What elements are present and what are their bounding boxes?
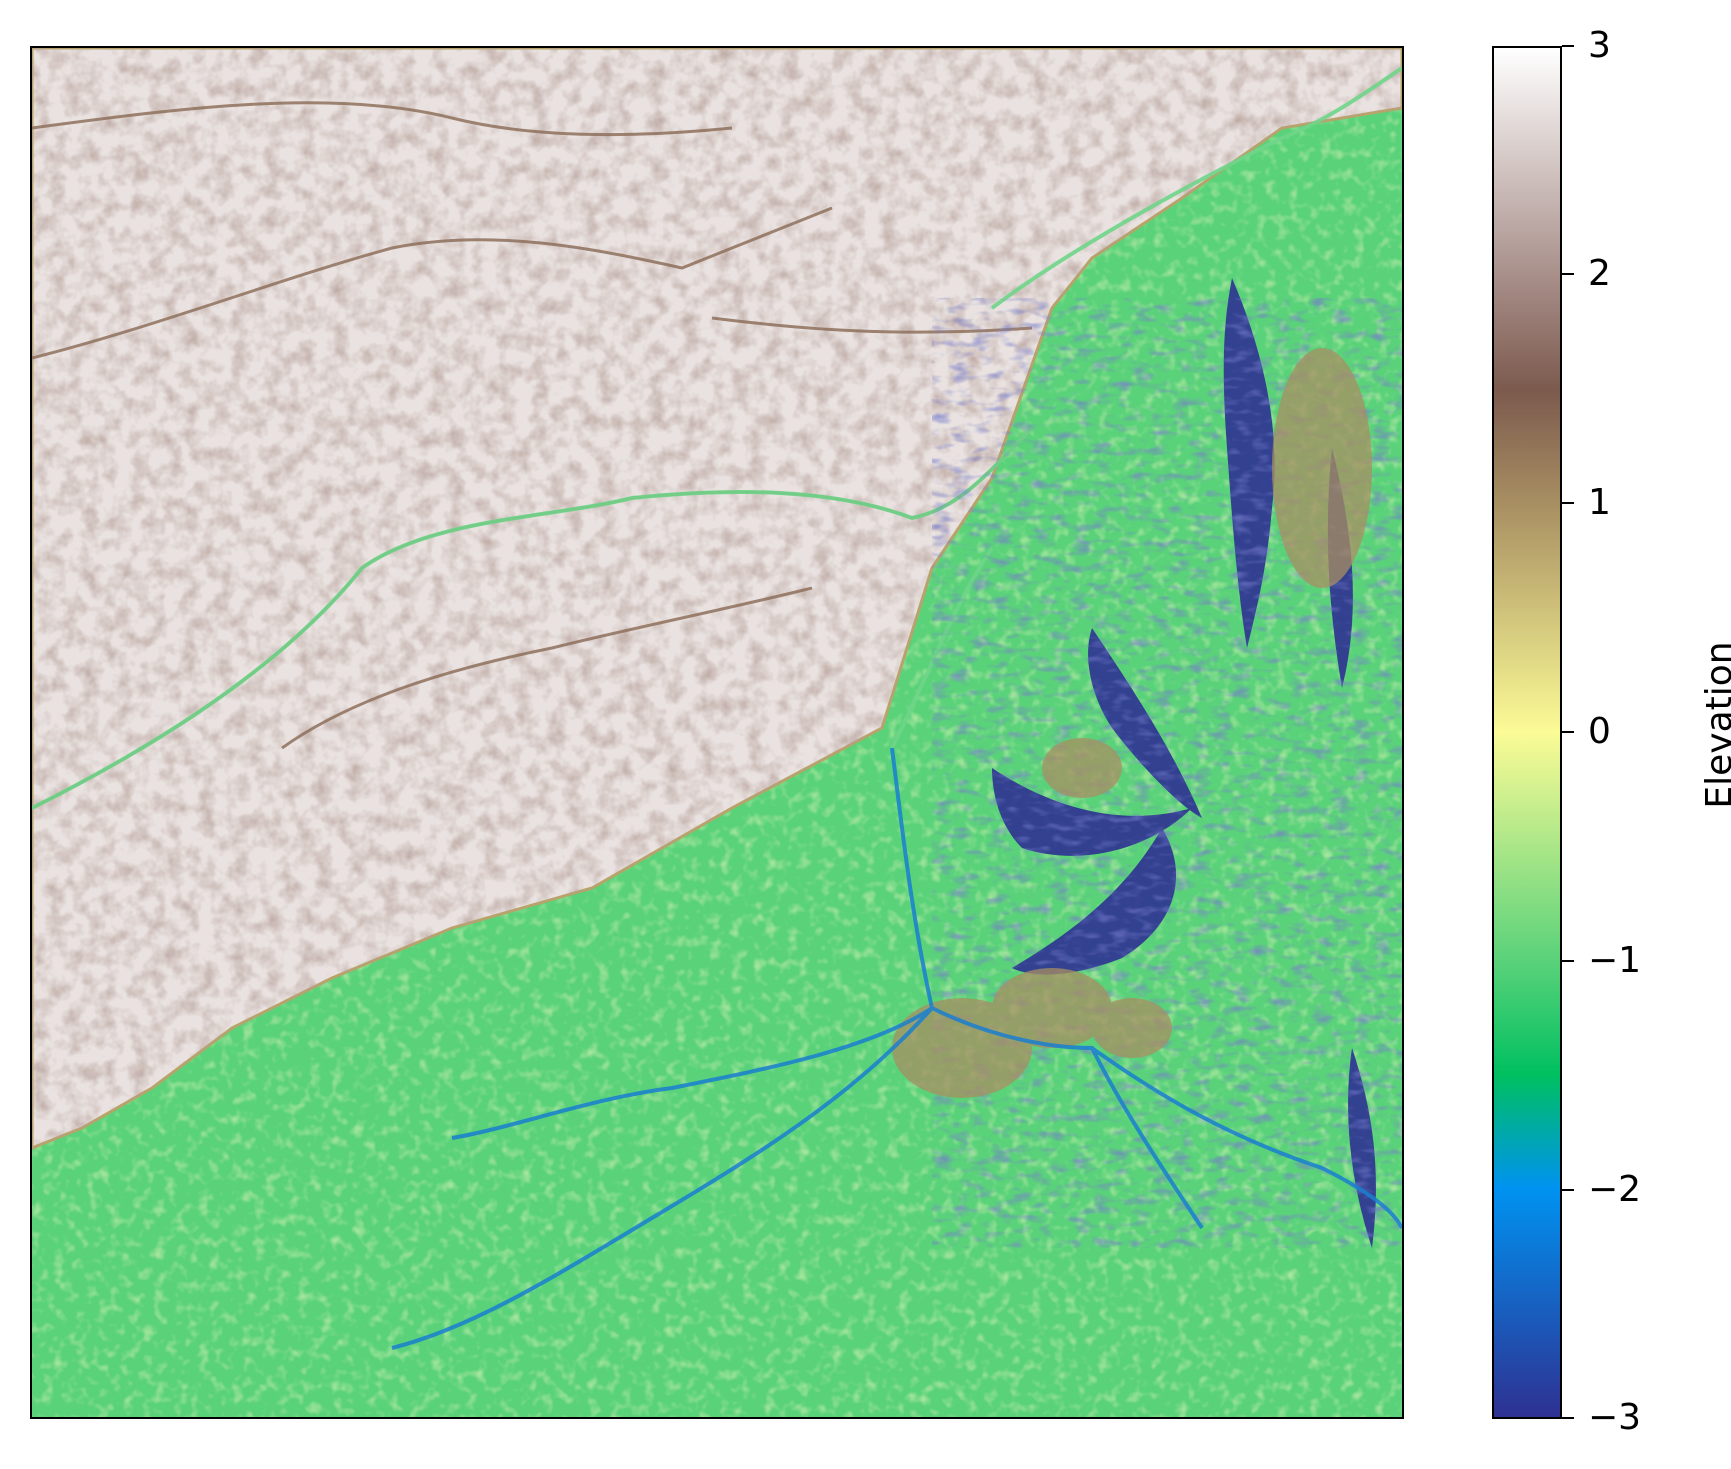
colorbar-tick-label: −1 [1588,940,1642,981]
elevation-map [30,46,1404,1419]
elevation-raster [32,48,1402,1417]
colorbar [1492,46,1562,1419]
colorbar-tick [1562,1417,1574,1419]
colorbar-tick [1562,502,1574,504]
colorbar-tick-label: −2 [1588,1169,1642,1210]
colorbar-label: Elevation [1699,641,1731,809]
rivers [391,747,1402,1350]
colorbar-tick [1562,731,1574,733]
colorbar-tick-label: −3 [1588,1397,1642,1438]
colorbar-tick-label: 0 [1588,711,1611,752]
colorbar-tick [1562,273,1574,275]
colorbar-tick-label: 3 [1588,25,1611,66]
colorbar-tick-label: 2 [1588,253,1611,294]
colorbar-tick [1562,960,1574,962]
basin-uplands [892,348,1372,1098]
colorbar-gradient [1494,48,1560,1417]
highland-texture [32,48,1402,1148]
colorbar-tick-label: 1 [1588,482,1611,523]
colorbar-tick [1562,45,1574,47]
colorbar-tick [1562,1189,1574,1191]
